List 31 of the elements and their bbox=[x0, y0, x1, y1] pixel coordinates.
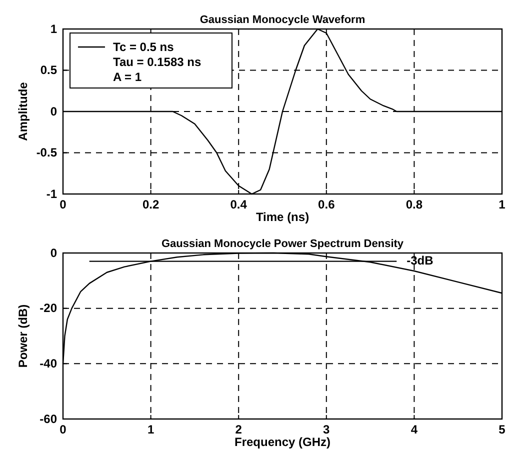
x-tick-label: 4 bbox=[410, 422, 418, 437]
y-tick-label: 0.5 bbox=[40, 63, 58, 78]
x-tick-label: 0.8 bbox=[406, 198, 423, 212]
x-tick-label: 0.2 bbox=[142, 198, 160, 212]
chart-title: Gaussian Monocycle Power Spectrum Density bbox=[161, 238, 404, 250]
x-tick-label: 1 bbox=[498, 198, 506, 212]
x-tick-label: 5 bbox=[498, 422, 506, 437]
annotation: A = 1 bbox=[113, 70, 142, 84]
x-axis-title: Frequency (GHz) bbox=[234, 435, 331, 449]
chart-title: Gaussian Monocycle Waveform bbox=[200, 14, 366, 26]
y-tick-label: 0 bbox=[50, 104, 58, 118]
y-axis-title: Power (dB) bbox=[16, 304, 30, 368]
x-tick-label: 0.4 bbox=[230, 198, 248, 212]
x-axis-title: Time (ns) bbox=[256, 210, 310, 224]
series-label: -3dB bbox=[406, 253, 434, 268]
y-tick-label: -40 bbox=[40, 356, 58, 371]
x-tick-label: 1 bbox=[147, 422, 154, 437]
y-tick-label: -20 bbox=[40, 301, 58, 316]
y-tick-label: 1 bbox=[50, 22, 58, 36]
legend-label: Tc = 0.5 ns bbox=[113, 40, 174, 54]
x-tick-label: 0.6 bbox=[318, 198, 336, 212]
y-tick-label: 0 bbox=[50, 246, 58, 260]
x-tick-label: 3 bbox=[323, 422, 330, 437]
y-axis-title: Amplitude bbox=[16, 82, 30, 141]
x-tick-label: 0 bbox=[60, 198, 67, 212]
x-tick-label: 2 bbox=[235, 422, 242, 437]
y-tick-label: -1 bbox=[46, 186, 58, 201]
annotation: Tau = 0.1583 ns bbox=[113, 55, 202, 69]
x-tick-label: 0 bbox=[60, 422, 67, 437]
y-tick-label: -60 bbox=[40, 412, 58, 426]
y-tick-label: -0.5 bbox=[36, 146, 58, 160]
